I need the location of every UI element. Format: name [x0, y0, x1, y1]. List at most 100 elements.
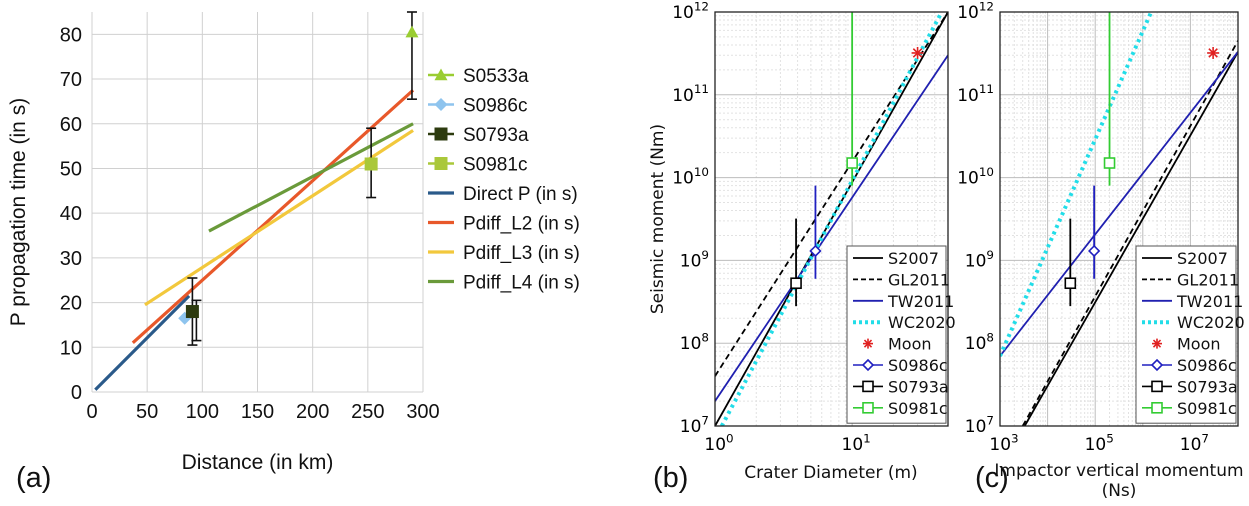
legend-label: Pdiff_L4 (in s) — [463, 273, 580, 294]
legend-label: S2007 — [1177, 249, 1228, 268]
data-point-ray — [912, 48, 923, 58]
model-line — [719, 12, 944, 426]
x-tick-label-base: 10 — [989, 435, 1011, 455]
x-axis-label-line: (Ns) — [1102, 481, 1137, 501]
x-tick-label-exp: 3 — [1011, 431, 1019, 445]
legend-marker — [1151, 401, 1163, 414]
legend-marker — [434, 157, 448, 170]
y-tick-label-base: 10 — [672, 86, 694, 106]
y-tick-label-exp: 12 — [694, 0, 709, 13]
data-point — [809, 244, 822, 258]
panel-a: 0 50 100 150 200 250 300 0 10 20 30 40 50 60 70 80 Dista… — [7, 11, 580, 494]
legend-label: S0793a — [1177, 377, 1238, 396]
y-tick-label-base: 10 — [672, 3, 694, 23]
legend-label: Moon — [888, 335, 932, 354]
legend-marker — [434, 127, 448, 141]
data-point-ray — [1208, 48, 1218, 58]
y-tick-label: 0 — [71, 382, 82, 404]
legend-marker — [863, 338, 873, 349]
y-tick-label: 108 — [680, 331, 709, 355]
panel-label-c: (c) — [975, 462, 1009, 494]
x-tick-label: 150 — [241, 401, 274, 423]
legend-label: S0533a — [463, 66, 529, 87]
data-point — [1088, 244, 1101, 258]
y-tick-label: 107 — [965, 413, 994, 437]
y-tick-label: 1012 — [672, 0, 709, 23]
y-tick-label-exp: 8 — [701, 331, 709, 345]
x-tick-label: 200 — [296, 401, 329, 423]
y-tick-label-exp: 9 — [701, 248, 709, 262]
legend-item: GL2011 — [853, 270, 950, 289]
legend-label: Direct P (in s) — [463, 184, 578, 205]
legend-item: S0981c — [428, 155, 527, 176]
y-tick-label-exp: 10 — [979, 165, 994, 179]
y-tick-label: 108 — [965, 331, 994, 355]
y-tick-label: 1010 — [957, 165, 994, 189]
legend-label: TW2011 — [1176, 292, 1243, 311]
legend-marker — [434, 98, 448, 111]
data-points — [1064, 12, 1220, 307]
x-tick-label-base: 10 — [1085, 435, 1107, 455]
legend-label: S0986c — [1177, 356, 1237, 375]
y-tick-label: 60 — [60, 114, 82, 136]
y-tick-label: 10 — [60, 337, 82, 359]
legend-label: S0981c — [463, 155, 527, 176]
y-tick-label-exp: 9 — [986, 248, 994, 262]
x-tick-label: 100 — [186, 401, 219, 423]
legend-label: S0981c — [1177, 399, 1237, 418]
legend-item: S0986c — [853, 356, 948, 375]
legend-label: S0981c — [888, 399, 948, 418]
y-tick-label: 40 — [60, 203, 82, 225]
data-point — [846, 157, 858, 169]
x-axis-label: Crater Diameter (m) — [744, 463, 917, 483]
y-tick-label-base: 10 — [957, 86, 979, 106]
panel-label-b: (b) — [653, 462, 688, 494]
y-tick-label-exp: 7 — [986, 413, 994, 427]
legend-marker — [1150, 358, 1164, 372]
y-tick-label-exp: 12 — [979, 0, 994, 13]
legend-label: WC2020 — [1177, 313, 1245, 332]
series-line — [144, 129, 414, 307]
legend-item: Direct P (in s) — [428, 184, 578, 205]
y-tick-label-base: 10 — [957, 169, 979, 189]
y-tick-label: 109 — [965, 248, 994, 272]
data-point — [405, 25, 419, 38]
legend-item: TW2011 — [853, 292, 954, 311]
legend-item: S0793a — [428, 125, 529, 146]
y-tick-label-base: 10 — [965, 334, 987, 354]
x-tick-label-base: 10 — [842, 435, 864, 455]
legend-label: S0793a — [888, 377, 949, 396]
y-axis-label: P propagation time (in s) — [7, 98, 30, 326]
y-axis-label: Seismic moment (Nm) — [648, 124, 668, 314]
x-tick-label: 300 — [406, 401, 439, 423]
legend-frame — [846, 245, 947, 424]
legend-box: S2007 GL2011 TW2011 WC2020 Moon S0986c S0793a S… — [846, 245, 956, 424]
legend-marker — [861, 358, 875, 372]
legend-item: WC2020 — [853, 313, 956, 332]
plot-frame — [714, 11, 949, 427]
model-line — [1021, 40, 1238, 426]
legend-label: TW2011 — [887, 292, 954, 311]
x-tick-label: 250 — [351, 401, 384, 423]
legend-marker — [434, 68, 448, 81]
model-line — [1000, 51, 1238, 357]
x-tick-label-base: 10 — [704, 435, 726, 455]
legend-label: Pdiff_L2 (in s) — [463, 214, 580, 235]
legend-label: Moon — [1177, 335, 1221, 354]
y-tick-label-exp: 8 — [986, 331, 994, 345]
x-tick-label: 103 — [989, 431, 1018, 455]
legend-item: GL2011 — [1142, 270, 1239, 289]
y-tick-label: 30 — [60, 248, 82, 270]
legend-label: Pdiff_L3 (in s) — [463, 243, 580, 264]
y-tick-label: 70 — [60, 69, 82, 91]
y-tick-label: 107 — [680, 413, 709, 437]
x-tick-label: 0 — [86, 401, 97, 423]
y-tick-label-exp: 10 — [694, 165, 709, 179]
data-point — [1207, 46, 1220, 59]
model-line — [715, 12, 948, 426]
x-tick-label: 105 — [1085, 431, 1114, 455]
legend-item: Pdiff_L3 (in s) — [428, 243, 580, 264]
y-tick-label: 80 — [60, 24, 82, 46]
data-point — [790, 277, 802, 290]
model-lines — [1000, 12, 1238, 426]
